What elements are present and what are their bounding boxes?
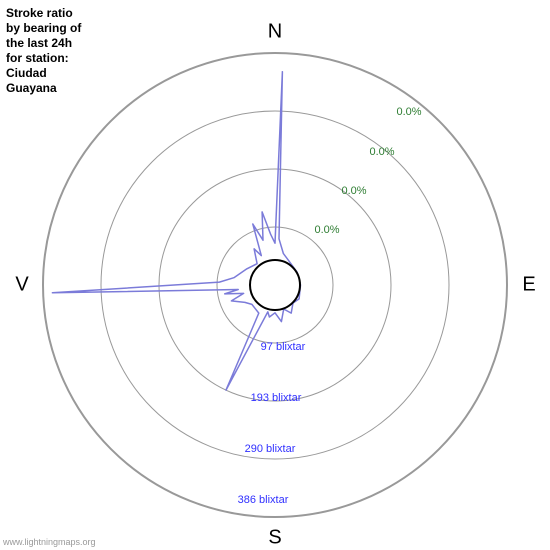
- cardinal-s: S: [268, 527, 281, 550]
- ring-percent-label: 0.0%: [369, 146, 394, 158]
- polar-chart: [0, 0, 550, 550]
- ring-percent-label: 0.0%: [314, 224, 339, 236]
- cardinal-n: N: [268, 21, 282, 44]
- ring-blixtar-label: 97 blixtar: [261, 341, 306, 353]
- ring-percent-label: 0.0%: [396, 106, 421, 118]
- cardinal-e: E: [522, 274, 535, 297]
- ring-blixtar-label: 193 blixtar: [251, 392, 302, 404]
- attribution-text: www.lightningmaps.org: [3, 537, 96, 547]
- ring-blixtar-label: 290 blixtar: [245, 443, 296, 455]
- cardinal-v: V: [15, 274, 28, 297]
- ring-percent-label: 0.0%: [341, 185, 366, 197]
- chart-title: Stroke ratio by bearing of the last 24h …: [6, 6, 81, 96]
- ring-blixtar-label: 386 blixtar: [238, 494, 289, 506]
